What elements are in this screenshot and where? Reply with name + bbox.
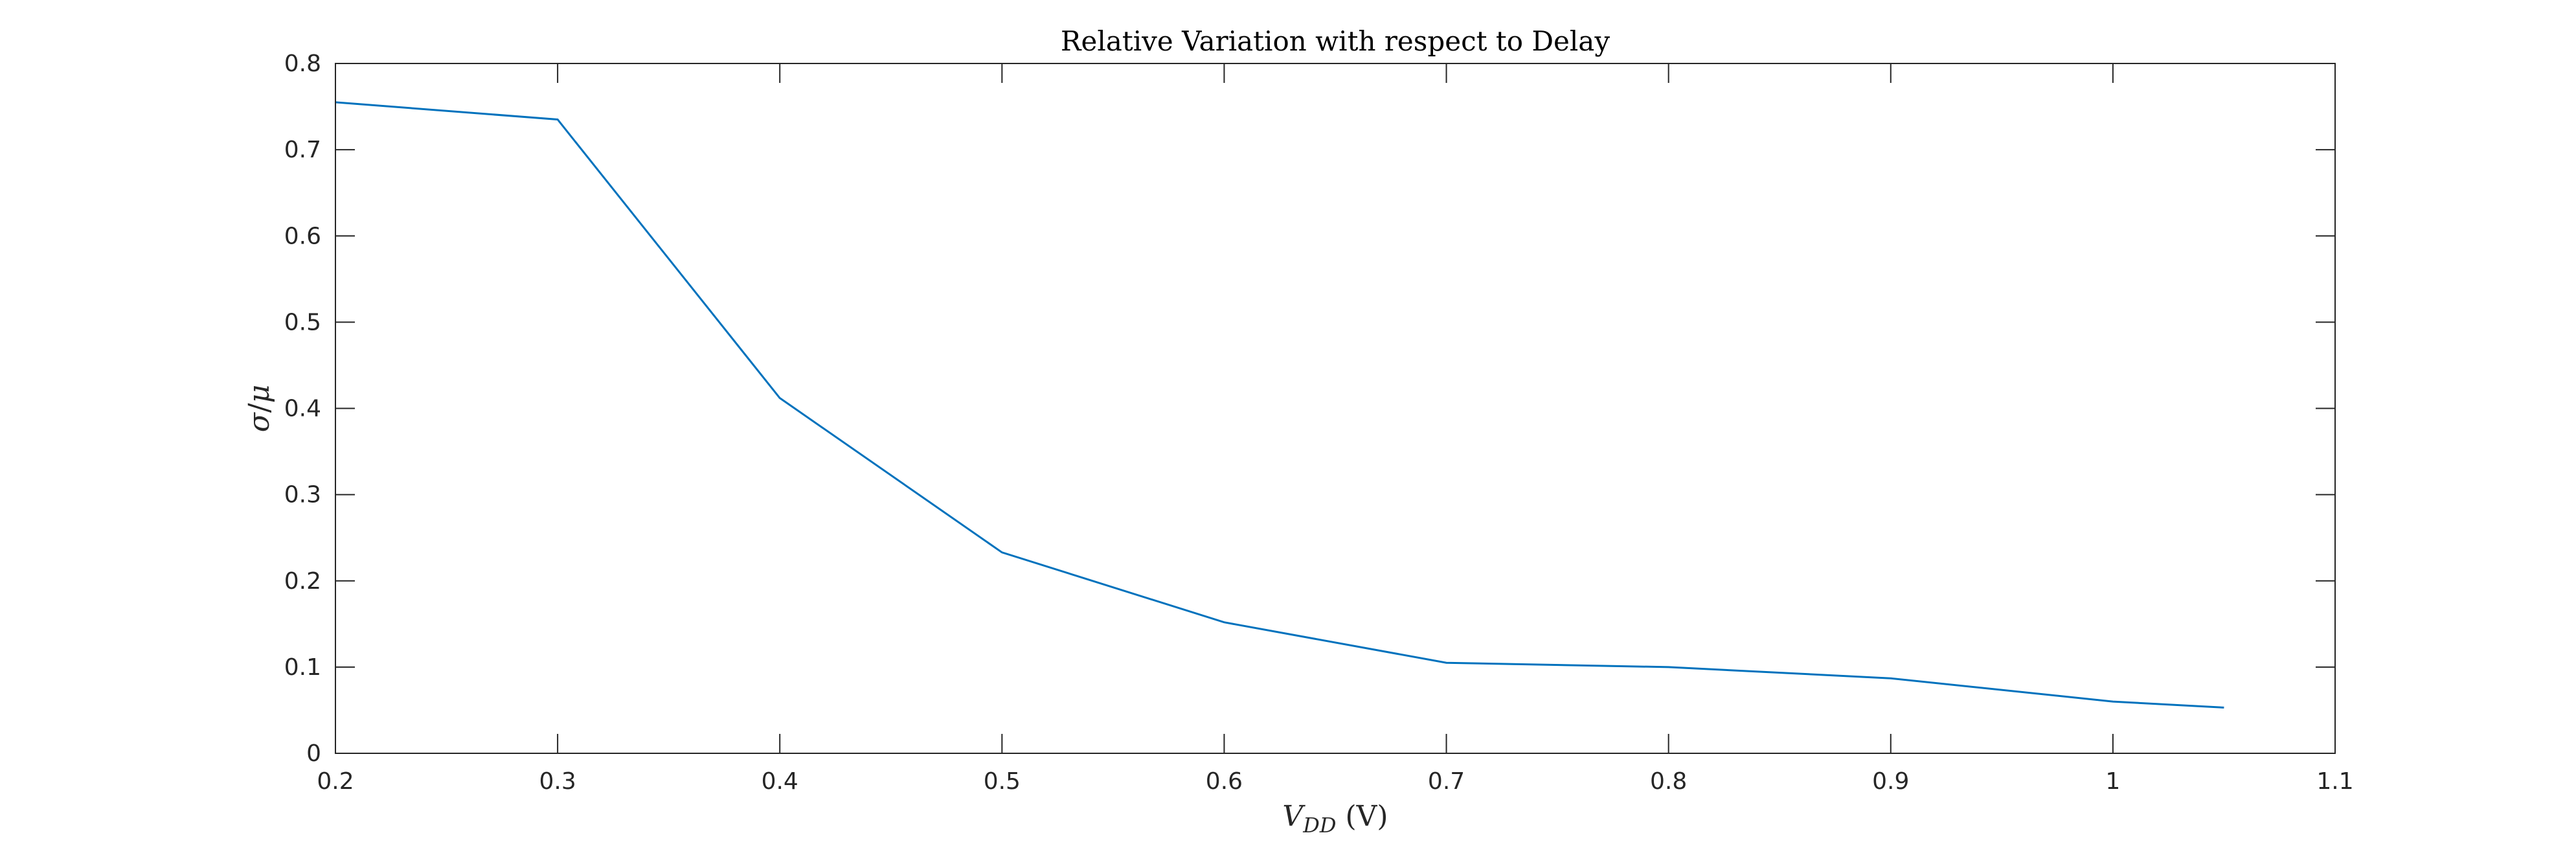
x-axis-label-subscript: DD [1302, 813, 1336, 838]
x-tick-labels: 0.2 0.3 0.4 0.5 0.6 0.7 0.8 0.9 1 1.1 [317, 768, 2353, 795]
x-tick-label: 0.2 [317, 768, 354, 795]
x-tick-label: 0.7 [1428, 768, 1465, 795]
x-tick-label: 0.3 [539, 768, 576, 795]
plot-border [335, 63, 2336, 754]
y-tick-label: 0.3 [284, 482, 321, 508]
y-tick-label: 0 [306, 740, 321, 767]
y-tick-label: 0.8 [284, 51, 321, 77]
plot-area [335, 63, 2335, 753]
x-tick-label: 0.9 [1872, 768, 1909, 795]
y-tick-labels: 0 0.1 0.2 0.3 0.4 0.5 0.6 0.7 0.8 [284, 51, 321, 767]
y-axis-label-numerator: σ [243, 411, 276, 432]
y-tick-label: 0.1 [284, 654, 321, 681]
x-axis-label-main: V [1282, 800, 1305, 833]
y-tick-label: 0.6 [284, 223, 321, 249]
x-tick-label: 1 [2105, 768, 2120, 795]
series-line-1 [335, 101, 2224, 709]
x-tick-label: 0.4 [762, 768, 798, 795]
x-axis-label-unit: (V) [1337, 800, 1388, 833]
y-axis-label-slash: / [243, 403, 276, 413]
x-tick-label: 0.6 [1206, 768, 1243, 795]
y-tick-label: 0.5 [284, 309, 321, 336]
x-tick-label: 0.8 [1650, 768, 1687, 795]
x-tick-label: 0.5 [984, 768, 1021, 795]
x-tick-label: 1.1 [2316, 768, 2353, 795]
x-axis-label: VDD (V) [1282, 800, 1388, 838]
y-axis-label-denominator: μ [243, 385, 276, 404]
y-tick-label: 0.7 [284, 137, 321, 163]
chart-title: Relative Variation with respect to Delay [1061, 25, 1610, 57]
series-layer [335, 101, 2224, 709]
y-tick-label: 0.4 [284, 396, 321, 422]
y-axis-label: σ/μ [243, 385, 276, 432]
y-tick-label: 0.2 [284, 568, 321, 595]
